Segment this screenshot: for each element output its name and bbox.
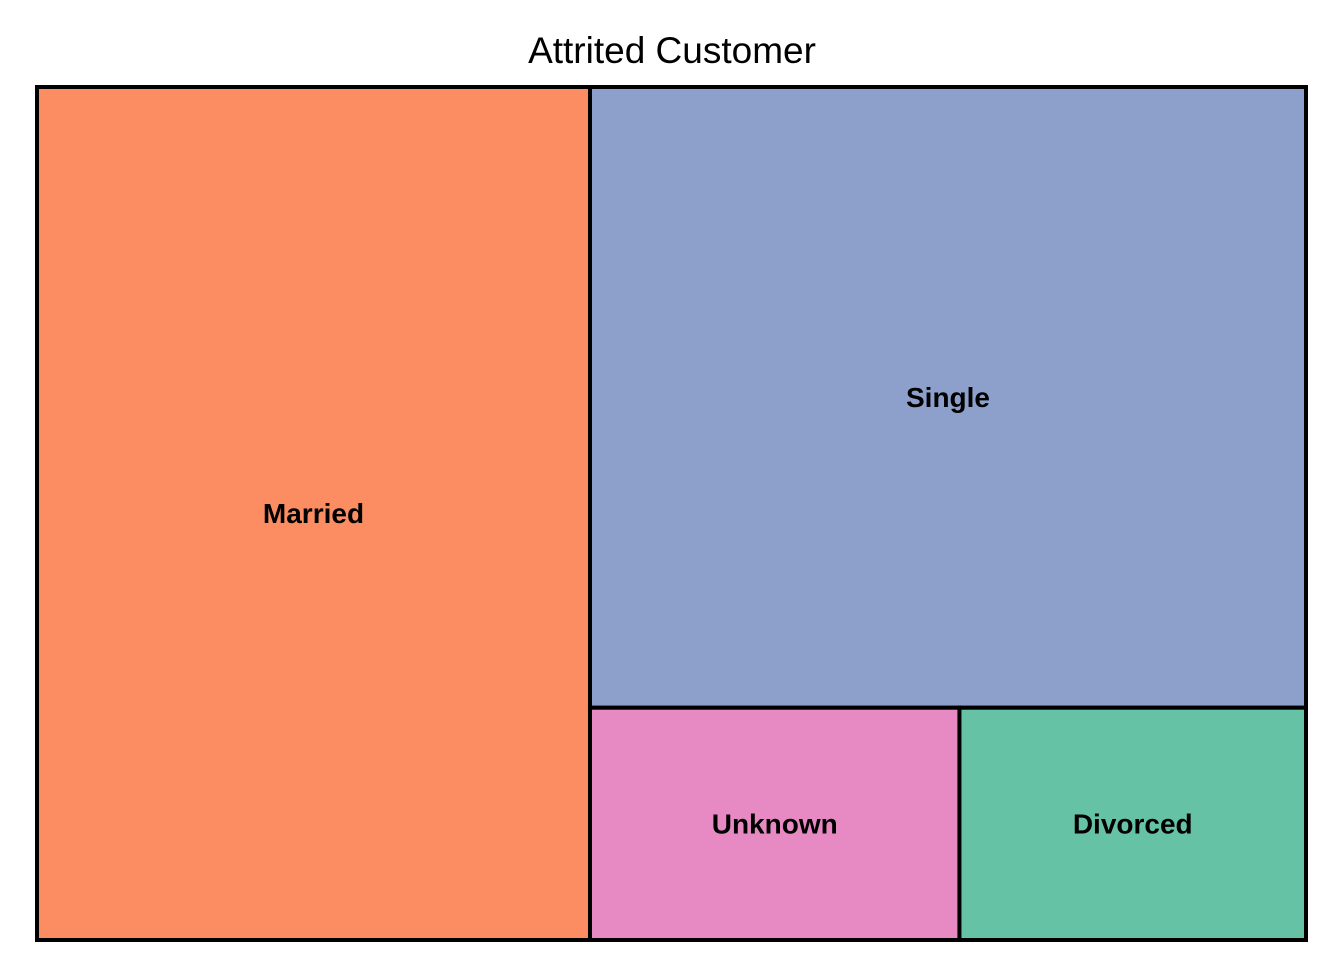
tile-label-single: Single [906, 382, 990, 413]
tile-unknown [587, 705, 962, 943]
treemap-frame [35, 85, 1308, 942]
tile-married [35, 85, 592, 942]
treemap-tiles [35, 85, 1308, 943]
tile-label-married: Married [263, 498, 364, 529]
tile-label-divorced: Divorced [1073, 808, 1193, 839]
treemap-labels: Married Single Unknown Divorced [263, 382, 1193, 840]
tile-label-unknown: Unknown [712, 808, 838, 839]
chart-title: Attrited Customer [528, 30, 816, 71]
